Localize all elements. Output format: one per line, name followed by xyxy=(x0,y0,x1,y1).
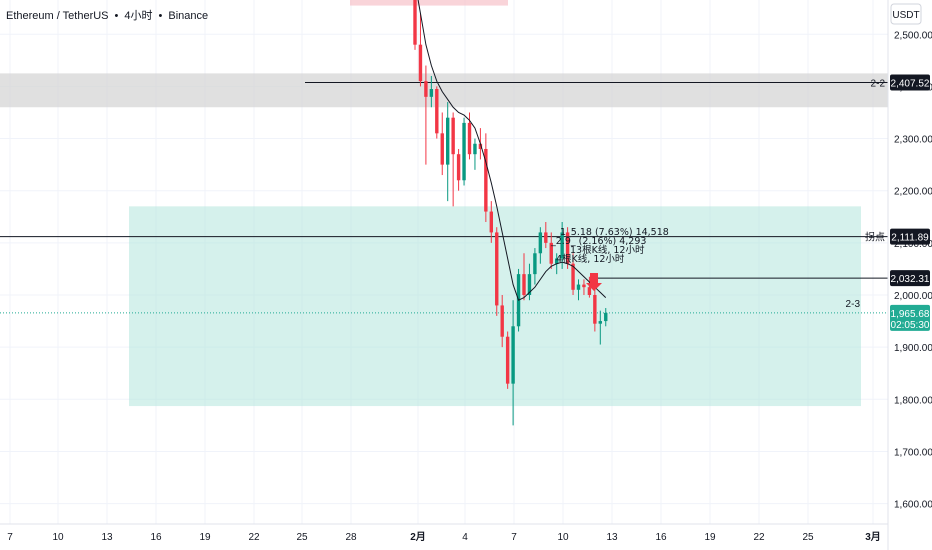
candle-body xyxy=(478,143,483,149)
level-turn-price-text: 2,111.89 xyxy=(891,233,929,244)
candle-body xyxy=(495,232,499,306)
down-arrow-icon xyxy=(586,273,602,291)
level-turn-label: 拐点 xyxy=(865,231,885,244)
price-tick-label: 1,900.00 xyxy=(894,343,932,354)
candle-body xyxy=(522,274,526,295)
price-tick-label: 1,600.00 xyxy=(894,500,932,511)
candle-body xyxy=(467,122,472,155)
candle-body xyxy=(604,312,608,322)
symbol-label: Ethereum / TetherUS xyxy=(6,10,109,22)
time-tick-label: 10 xyxy=(557,532,569,543)
candle-body xyxy=(582,284,586,288)
candle-body xyxy=(511,326,515,384)
grey-zone xyxy=(0,73,888,108)
time-tick-label: 16 xyxy=(150,532,162,543)
candle-body xyxy=(489,211,493,233)
price-tick-label: 2,000.00 xyxy=(894,291,932,302)
candle-body xyxy=(576,284,581,290)
time-tick-label: 28 xyxy=(345,532,357,543)
time-tick-label: 22 xyxy=(248,532,260,543)
candle-body xyxy=(560,232,564,259)
time-tick-label: 16 xyxy=(655,532,667,543)
time-tick-label: 13 xyxy=(101,532,113,543)
candle-body xyxy=(456,154,461,181)
time-tick-label: 19 xyxy=(704,532,716,543)
candle-body xyxy=(413,0,417,45)
candle-body xyxy=(473,143,477,155)
level-2-3-label: 2-3 xyxy=(846,299,861,310)
candle-body xyxy=(593,295,597,324)
candle-body xyxy=(484,148,488,212)
candle-body xyxy=(549,242,553,264)
candle-body xyxy=(565,232,570,264)
teal-zone xyxy=(129,206,861,407)
time-tick-label: 3月 xyxy=(865,531,881,543)
candle-body xyxy=(533,253,537,275)
price-tick-label: 1,800.00 xyxy=(894,395,932,406)
time-tick-label: 25 xyxy=(802,532,814,543)
candle-body xyxy=(571,263,575,290)
measure-annotation: 1_5.18 (7.63%) 14,518 xyxy=(560,227,669,238)
level-2-2-price-tag xyxy=(890,74,930,91)
candle-body xyxy=(538,232,543,254)
time-tick-label: 22 xyxy=(753,532,765,543)
candle-body xyxy=(505,336,510,384)
price-tick-label: 2,500.00 xyxy=(894,30,932,41)
time-tick-label: 7 xyxy=(511,532,517,543)
measure-annotation: 4根K线, 12小时 xyxy=(556,253,625,265)
separator: • xyxy=(115,10,119,22)
candle-body xyxy=(440,133,444,165)
time-tick-label: 13 xyxy=(606,532,618,543)
candle-body xyxy=(555,258,559,264)
candle-body xyxy=(500,305,504,337)
separator: • xyxy=(159,10,163,22)
current-price-text: 1,965.68 xyxy=(891,309,930,320)
price-tick-label: 2,200.00 xyxy=(894,187,932,198)
candle-body xyxy=(446,117,450,165)
time-tick-label: 25 xyxy=(296,532,308,543)
candle-body xyxy=(544,232,548,243)
time-tick-label: 7 xyxy=(7,532,13,543)
time-tick-label: 10 xyxy=(52,532,64,543)
price-tick-label: 2,300.00 xyxy=(894,135,932,146)
candle-body xyxy=(462,122,466,181)
candle-body xyxy=(587,287,592,295)
time-tick-label: 2月 xyxy=(410,531,426,543)
candle-body xyxy=(418,44,423,82)
moving-average-line xyxy=(417,0,607,301)
measure-annotation: 13根K线, 12小时 xyxy=(570,244,645,256)
current-price-tag xyxy=(890,304,930,331)
red-zone xyxy=(350,0,508,6)
currency-label: USDT xyxy=(892,10,919,21)
level-2032-price-text: 2,032.31 xyxy=(891,274,930,285)
interval-label: 4小时 xyxy=(124,9,152,22)
level-2-2-price-text: 2,407.52 xyxy=(891,78,930,89)
candle-body xyxy=(435,89,439,134)
candle-body xyxy=(424,81,428,97)
measure-annotation: _2.9_ (2.16%) 4,293 xyxy=(550,236,646,247)
candle-body xyxy=(429,89,434,97)
candle-body xyxy=(527,274,532,295)
countdown-text: 02:05:30 xyxy=(891,320,930,331)
level-2-2-label: 2-2 xyxy=(871,78,886,89)
level-2032-price-tag xyxy=(890,270,930,287)
time-tick-label: 4 xyxy=(462,532,468,543)
level-turn-price-tag xyxy=(890,228,930,245)
currency-button[interactable] xyxy=(890,3,922,25)
candle-body xyxy=(451,117,455,155)
candle-body xyxy=(598,321,602,324)
price-tick-label: 1,700.00 xyxy=(894,447,932,458)
time-tick-label: 19 xyxy=(199,532,211,543)
exchange-label: Binance xyxy=(168,10,208,22)
